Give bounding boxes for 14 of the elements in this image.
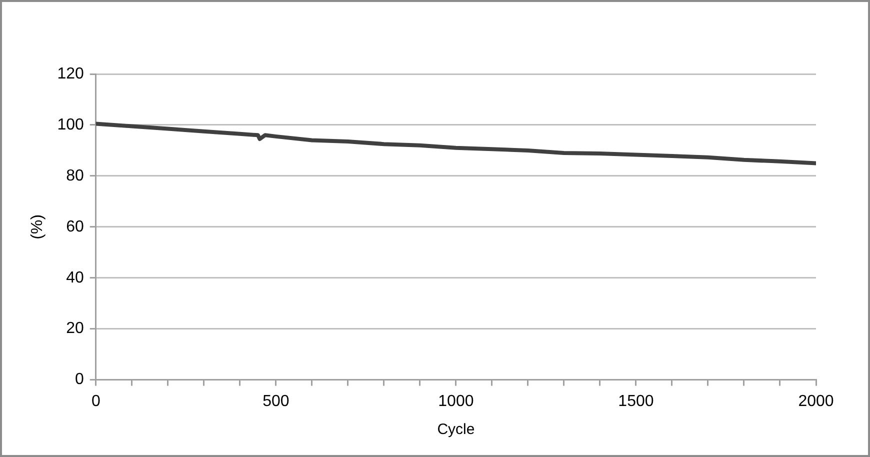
y-axis-title: (%)	[29, 214, 46, 240]
y-tick-label: 120	[57, 65, 84, 82]
x-tick-label: 1500	[618, 392, 654, 410]
y-tick-label: 100	[57, 116, 84, 134]
x-tick-label: 2000	[798, 392, 834, 410]
y-tick-label: 60	[66, 218, 84, 236]
y-tick-label: 0	[74, 371, 84, 388]
x-axis-title: Cycle	[437, 421, 475, 438]
y-tick-label: 20	[66, 320, 84, 338]
x-tick-label: 1000	[438, 392, 474, 410]
y-tick-label: 80	[66, 167, 84, 184]
x-tick-label: 500	[262, 392, 290, 410]
y-tick-label: 40	[66, 269, 84, 286]
x-tick-label: 0	[91, 392, 100, 410]
